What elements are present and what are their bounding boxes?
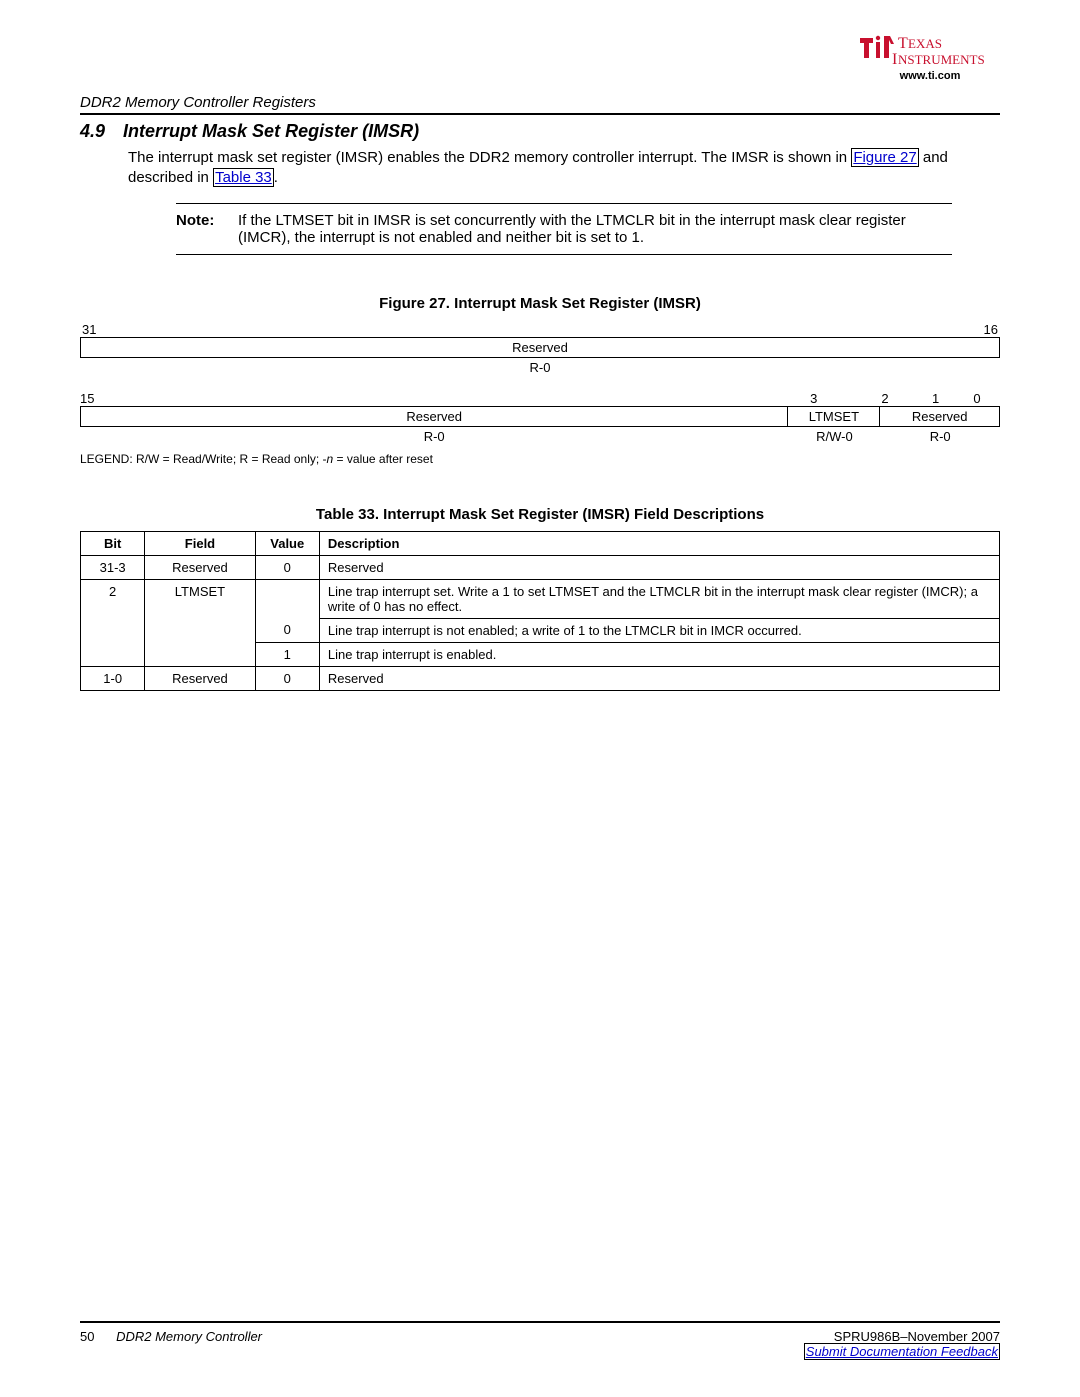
footer-doc-id: SPRU986B–November 2007 — [834, 1329, 1000, 1344]
svg-text:T: T — [898, 35, 908, 52]
footer-doc-title: DDR2 Memory Controller — [116, 1329, 262, 1344]
bit-31: 31 — [82, 322, 102, 337]
page-number: 50 — [80, 1329, 94, 1344]
table-cell: Reserved — [145, 666, 255, 690]
table-row: 31-3Reserved0Reserved — [81, 555, 1000, 579]
table-cell: 1 — [255, 642, 319, 666]
reg-val-cell: R-0 — [80, 427, 788, 446]
legend-prefix: LEGEND: R/W = Read/Write; R = Read only;… — [80, 452, 327, 466]
note-block: Note: If the LTMSET bit in IMSR is set c… — [176, 203, 952, 255]
bit-label: 1 — [917, 391, 954, 406]
table-cell — [145, 618, 255, 642]
register-layout: 31 16 Reserved R-0 153210 ReservedLTMSET… — [80, 322, 1000, 466]
svg-text:NSTRUMENTS: NSTRUMENTS — [898, 52, 985, 67]
bit-label: 0 — [954, 391, 1000, 406]
table-row: 1Line trap interrupt is enabled. — [81, 642, 1000, 666]
svg-text:EXAS: EXAS — [908, 36, 942, 51]
reg-row1-field-cell: Reserved — [80, 337, 1000, 358]
reg-val-cell: R-0 — [880, 427, 1000, 446]
table-cell: 0 — [255, 618, 319, 642]
table-cell: LTMSET — [145, 579, 255, 618]
reg-field-cell: Reserved — [80, 406, 788, 427]
table-cell: Reserved — [319, 555, 999, 579]
page-footer: 50 DDR2 Memory Controller SPRU986B–Novem… — [80, 1321, 1000, 1359]
table-cell — [81, 618, 145, 642]
section-number: 4.9 — [80, 121, 105, 141]
table-row: 1-0Reserved0Reserved — [81, 666, 1000, 690]
table-header-cell: Description — [319, 531, 999, 555]
reg-row1-val: R-0 — [80, 358, 1000, 377]
table-cell: Line trap interrupt is not enabled; a wr… — [319, 618, 999, 642]
table-row: 0Line trap interrupt is not enabled; a w… — [81, 618, 1000, 642]
table-cell: 0 — [255, 666, 319, 690]
ti-logo-block: T EXAS I NSTRUMENTS www.ti.com — [860, 28, 1000, 82]
table-cell: 2 — [81, 579, 145, 618]
table-cell — [255, 579, 319, 618]
reg-row2-bits: 15 3210 — [80, 391, 1000, 406]
table-cell — [81, 642, 145, 666]
table-cell: 31-3 — [81, 555, 145, 579]
link-figure-27[interactable]: Figure 27 — [851, 148, 918, 167]
table-cell: Line trap interrupt is enabled. — [319, 642, 999, 666]
field-description-table: BitFieldValueDescription31-3Reserved0Res… — [80, 531, 1000, 691]
table-header-cell: Field — [145, 531, 255, 555]
register-legend: LEGEND: R/W = Read/Write; R = Read only;… — [80, 452, 1000, 466]
table-cell: 0 — [255, 555, 319, 579]
table-cell: 1-0 — [81, 666, 145, 690]
link-table-33[interactable]: Table 33 — [213, 168, 274, 187]
table-caption: Table 33. Interrupt Mask Set Register (I… — [80, 506, 1000, 523]
bit-label: 2 — [853, 391, 917, 406]
para-text-1: The interrupt mask set register (IMSR) e… — [128, 149, 851, 166]
reg-val-cell: R/W-0 — [788, 427, 880, 446]
reg-row1-val-cell: R-0 — [80, 358, 1000, 377]
reg-row1-field: Reserved — [80, 337, 1000, 358]
note-label: Note: — [176, 212, 224, 246]
table-cell — [145, 642, 255, 666]
intro-paragraph: The interrupt mask set register (IMSR) e… — [128, 148, 1000, 189]
reg-row2-fields: ReservedLTMSETReserved — [80, 406, 1000, 427]
note-text: If the LTMSET bit in IMSR is set concurr… — [238, 212, 952, 246]
reg-row2-vals: R-0R/W-0R-0 — [80, 427, 1000, 446]
figure-caption: Figure 27. Interrupt Mask Set Register (… — [80, 295, 1000, 312]
reg-field-cell: Reserved — [880, 406, 1000, 427]
table-header-cell: Bit — [81, 531, 145, 555]
bit-label: 3 — [775, 391, 853, 406]
header-url[interactable]: www.ti.com — [860, 70, 1000, 82]
chapter-title: DDR2 Memory Controller Registers — [80, 94, 1000, 115]
submit-feedback-link[interactable]: Submit Documentation Feedback — [804, 1343, 1000, 1360]
ti-logo: T EXAS I NSTRUMENTS — [860, 28, 1000, 68]
legend-suffix: = value after reset — [333, 452, 433, 466]
reg-field-cell: LTMSET — [788, 406, 880, 427]
para-text-3: . — [274, 169, 278, 186]
bit-label: 15 — [80, 391, 108, 406]
section-heading: 4.9 Interrupt Mask Set Register (IMSR) — [80, 121, 1000, 142]
table-row: 2LTMSET Line trap interrupt set. Write a … — [81, 579, 1000, 618]
reg-row1-bits: 31 16 — [80, 322, 1000, 337]
table-header-cell: Value — [255, 531, 319, 555]
bit-16: 16 — [970, 322, 998, 337]
table-cell: Reserved — [319, 666, 999, 690]
svg-text:I: I — [892, 51, 897, 68]
table-cell: Reserved — [145, 555, 255, 579]
section-title: Interrupt Mask Set Register (IMSR) — [123, 121, 419, 141]
table-cell: Line trap interrupt set. Write a 1 to se… — [319, 579, 999, 618]
